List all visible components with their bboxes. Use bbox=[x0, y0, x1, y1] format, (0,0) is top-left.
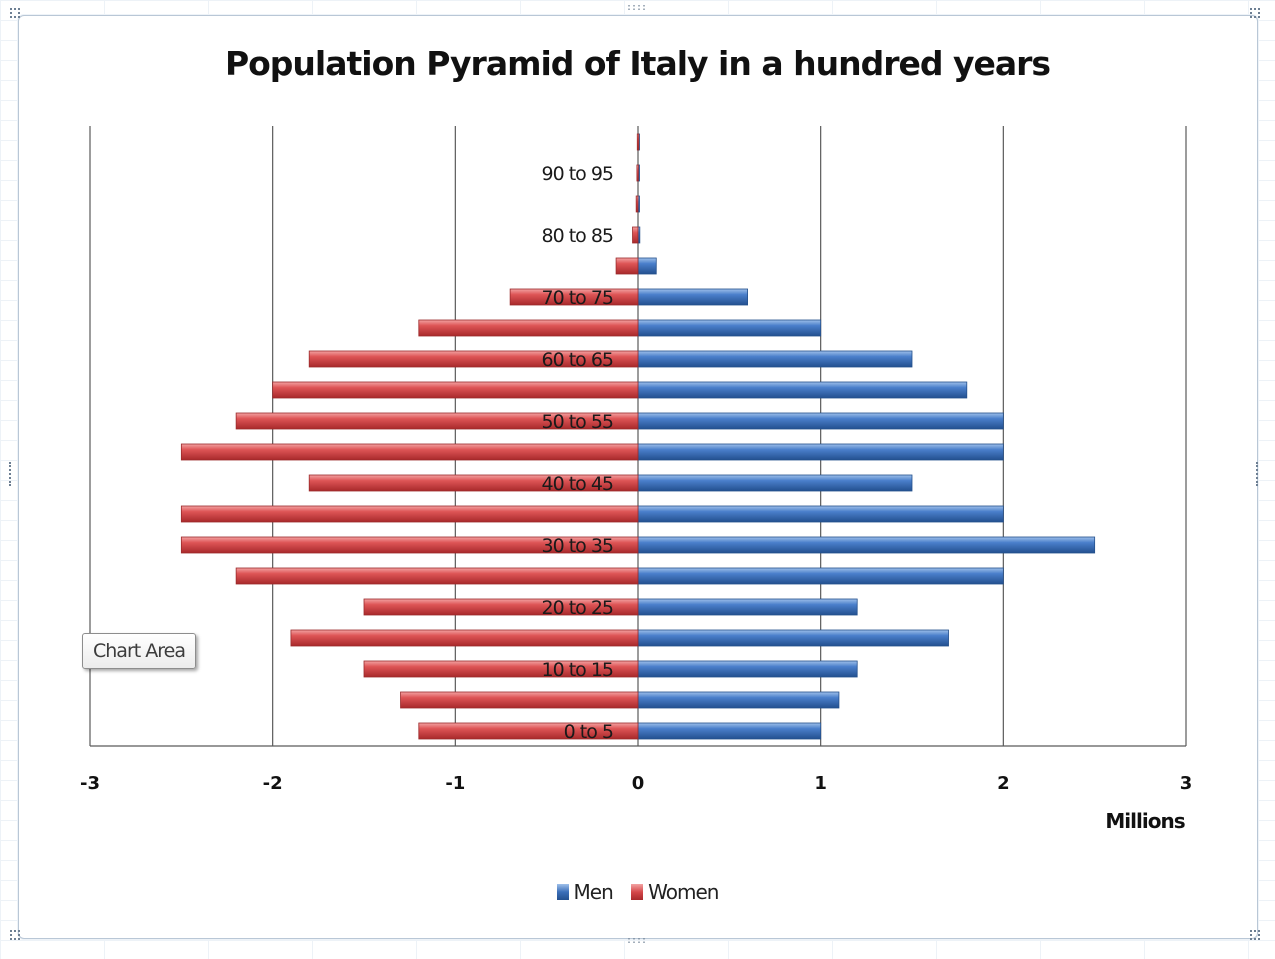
legend-entry-women[interactable]: Women bbox=[631, 880, 719, 904]
category-label-16: 80 to 85 bbox=[541, 225, 613, 247]
x-axis-unit-label[interactable]: Millions bbox=[1105, 809, 1185, 833]
chart-area-tooltip: Chart Area bbox=[82, 633, 196, 669]
chart-resize-handle-right[interactable] bbox=[1256, 462, 1264, 486]
bar-women-11[interactable] bbox=[272, 381, 639, 399]
category-label-6: 30 to 35 bbox=[541, 535, 613, 557]
bar-women-3[interactable] bbox=[290, 629, 639, 647]
chart-resize-handle-top-left[interactable] bbox=[10, 8, 20, 18]
bar-men-4[interactable] bbox=[637, 598, 858, 616]
bar-women-1[interactable] bbox=[400, 691, 639, 709]
category-label-0: 0 to 5 bbox=[564, 721, 613, 743]
x-tick-label-3: 0 bbox=[632, 773, 645, 794]
bar-women-17[interactable] bbox=[635, 195, 639, 213]
bar-women-12[interactable] bbox=[308, 350, 639, 368]
bar-women-18[interactable] bbox=[636, 164, 639, 182]
chart-title[interactable]: Population Pyramid of Italy in a hundred… bbox=[224, 44, 1051, 83]
bar-men-7[interactable] bbox=[637, 505, 1004, 523]
bar-women-9[interactable] bbox=[180, 443, 639, 461]
bar-women-8[interactable] bbox=[308, 474, 639, 492]
chart-resize-handle-left[interactable] bbox=[9, 462, 17, 486]
bar-men-14[interactable] bbox=[637, 288, 748, 306]
bar-women-14[interactable] bbox=[509, 288, 639, 306]
chart-resize-handle-bottom-left[interactable] bbox=[10, 930, 20, 940]
bar-men-9[interactable] bbox=[637, 443, 1004, 461]
bar-men-1[interactable] bbox=[637, 691, 840, 709]
bar-men-0[interactable] bbox=[637, 722, 822, 740]
x-tick-label-0: -3 bbox=[80, 773, 100, 794]
x-tick-label-6: 3 bbox=[1180, 773, 1193, 794]
bar-men-5[interactable] bbox=[637, 567, 1004, 585]
chart-resize-handle-top-right[interactable] bbox=[1250, 8, 1260, 18]
legend-label-men: Men bbox=[573, 880, 614, 904]
legend-entry-men[interactable]: Men bbox=[556, 880, 614, 904]
category-label-2: 10 to 15 bbox=[541, 659, 613, 681]
bar-women-16[interactable] bbox=[632, 226, 639, 244]
x-tick-label-2: -1 bbox=[445, 773, 465, 794]
category-label-18: 90 to 95 bbox=[541, 163, 613, 185]
bar-women-4[interactable] bbox=[363, 598, 639, 616]
bar-women-13[interactable] bbox=[418, 319, 639, 337]
bar-women-0[interactable] bbox=[418, 722, 639, 740]
category-label-14: 70 to 75 bbox=[541, 287, 613, 309]
category-label-8: 40 to 45 bbox=[541, 473, 613, 495]
bar-men-10[interactable] bbox=[637, 412, 1004, 430]
legend-swatch-women bbox=[631, 884, 644, 900]
legend-label-women: Women bbox=[648, 880, 719, 904]
bar-men-3[interactable] bbox=[637, 629, 949, 647]
bar-women-6[interactable] bbox=[180, 536, 639, 554]
category-label-10: 50 to 55 bbox=[541, 411, 613, 433]
chart-resize-handle-bottom[interactable]: :::: bbox=[626, 935, 647, 946]
x-tick-label-5: 2 bbox=[997, 773, 1010, 794]
bar-women-10[interactable] bbox=[235, 412, 639, 430]
bar-women-2[interactable] bbox=[363, 660, 639, 678]
x-tick-label-1: -2 bbox=[263, 773, 283, 794]
bar-women-5[interactable] bbox=[235, 567, 639, 585]
chart-resize-handle-top[interactable]: :::: bbox=[626, 2, 647, 13]
legend-swatch-men bbox=[556, 884, 569, 900]
bar-men-13[interactable] bbox=[637, 319, 822, 337]
bar-men-8[interactable] bbox=[637, 474, 913, 492]
bar-men-11[interactable] bbox=[637, 381, 968, 399]
chart-resize-handle-bottom-right[interactable] bbox=[1250, 930, 1260, 940]
category-label-12: 60 to 65 bbox=[541, 349, 613, 371]
bar-men-12[interactable] bbox=[637, 350, 913, 368]
x-tick-label-4: 1 bbox=[814, 773, 827, 794]
bar-women-19[interactable] bbox=[636, 133, 640, 151]
bar-women-7[interactable] bbox=[180, 505, 639, 523]
legend[interactable]: Men Women bbox=[0, 880, 1275, 904]
bar-men-6[interactable] bbox=[637, 536, 1096, 554]
bar-men-2[interactable] bbox=[637, 660, 858, 678]
category-label-4: 20 to 25 bbox=[541, 597, 613, 619]
bar-women-15[interactable] bbox=[615, 257, 639, 275]
bar-men-15[interactable] bbox=[637, 257, 657, 275]
